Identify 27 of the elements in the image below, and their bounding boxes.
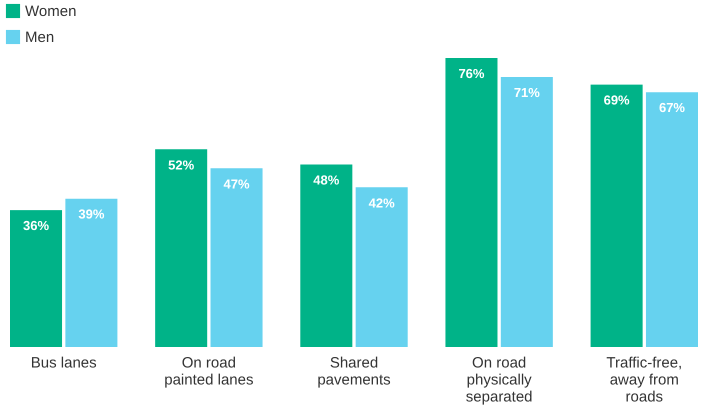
data-label: 76%: [458, 66, 485, 81]
bar: [445, 58, 498, 347]
legend-label: Women: [25, 3, 76, 20]
x-tick-label: On road physically separated: [466, 354, 533, 406]
bar: [155, 149, 208, 347]
bar: [356, 187, 408, 347]
data-label: 71%: [514, 85, 540, 100]
bar: [210, 168, 263, 347]
x-tick-label: Traffic-free, away from roads: [606, 354, 682, 406]
bar: [65, 198, 118, 347]
legend-label: Men: [25, 29, 54, 46]
x-tick-label: Shared pavements: [317, 354, 391, 388]
data-label: 36%: [23, 218, 50, 234]
bar: [500, 77, 553, 347]
data-label: 42%: [368, 195, 396, 210]
x-tick-label: On road painted lanes: [164, 354, 254, 388]
data-label: 48%: [313, 172, 340, 188]
bar: [646, 92, 698, 347]
data-label: 69%: [604, 92, 630, 108]
data-label: 39%: [78, 206, 105, 222]
data-label: 52%: [168, 157, 195, 172]
data-label: 67%: [658, 100, 686, 116]
bar: [10, 210, 62, 347]
x-tick-label: Bus lanes: [30, 354, 97, 372]
bar: [300, 164, 352, 347]
bar: [590, 84, 643, 347]
data-label: 47%: [224, 176, 250, 192]
